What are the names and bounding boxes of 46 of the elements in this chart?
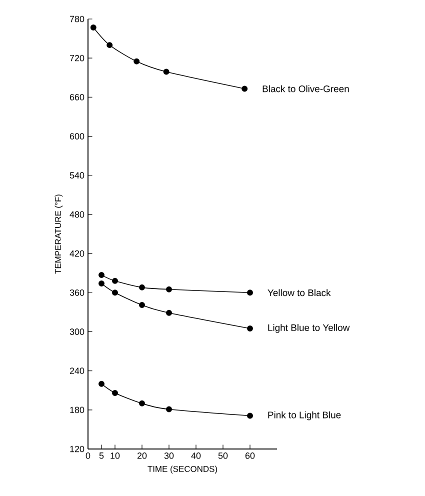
y-tick-label: 720 (70, 54, 84, 62)
y-tick-label: 780 (70, 16, 84, 22)
point (139, 284, 145, 290)
y-tick-label: 600 (70, 133, 84, 140)
point (166, 286, 172, 292)
series-label: Pink to Light Blue (268, 411, 341, 420)
point (106, 42, 113, 48)
series-label: Black to Olive-Green (262, 85, 349, 92)
point (112, 390, 118, 396)
y-tick-label: 660 (70, 94, 84, 100)
point (247, 412, 253, 419)
point (90, 24, 96, 30)
point (247, 290, 253, 296)
y-tick-label: 300 (70, 328, 84, 335)
point (134, 58, 140, 64)
x-tick-label: 0 (86, 452, 90, 459)
x-tick-label: 5 (99, 452, 104, 459)
x-axis-title: TIME (SECONDS) (148, 466, 218, 474)
y-tick-label: 480 (70, 211, 84, 218)
point (112, 278, 118, 284)
y-tick-label: 240 (70, 368, 84, 374)
x-tick-label: 10 (110, 452, 120, 459)
x-tick-label: 30 (164, 452, 174, 459)
point (242, 86, 248, 92)
point (247, 325, 253, 332)
x-tick-label: 20 (137, 452, 147, 459)
series-label: Yellow to Black (268, 289, 331, 296)
y-tick-label: 360 (70, 289, 84, 296)
point (166, 406, 172, 412)
x-tick-label: 50 (218, 452, 228, 459)
point (112, 290, 118, 296)
x-tick-label: 60 (245, 452, 255, 459)
point (139, 400, 145, 406)
point (98, 280, 104, 287)
y-tick-label: 540 (70, 172, 84, 179)
series-label: Light Blue to Yellow (268, 324, 350, 333)
y-tick-label: 120 (70, 446, 84, 452)
point (98, 380, 104, 387)
point (98, 272, 104, 278)
y-tick-label: 420 (70, 250, 84, 257)
y-axis-title: TEMPERATURE (°F) (54, 194, 63, 274)
y-tick-label: 180 (70, 406, 84, 414)
point (139, 302, 145, 308)
point (163, 68, 170, 75)
x-tick-label: 40 (191, 452, 201, 459)
point (166, 310, 172, 316)
